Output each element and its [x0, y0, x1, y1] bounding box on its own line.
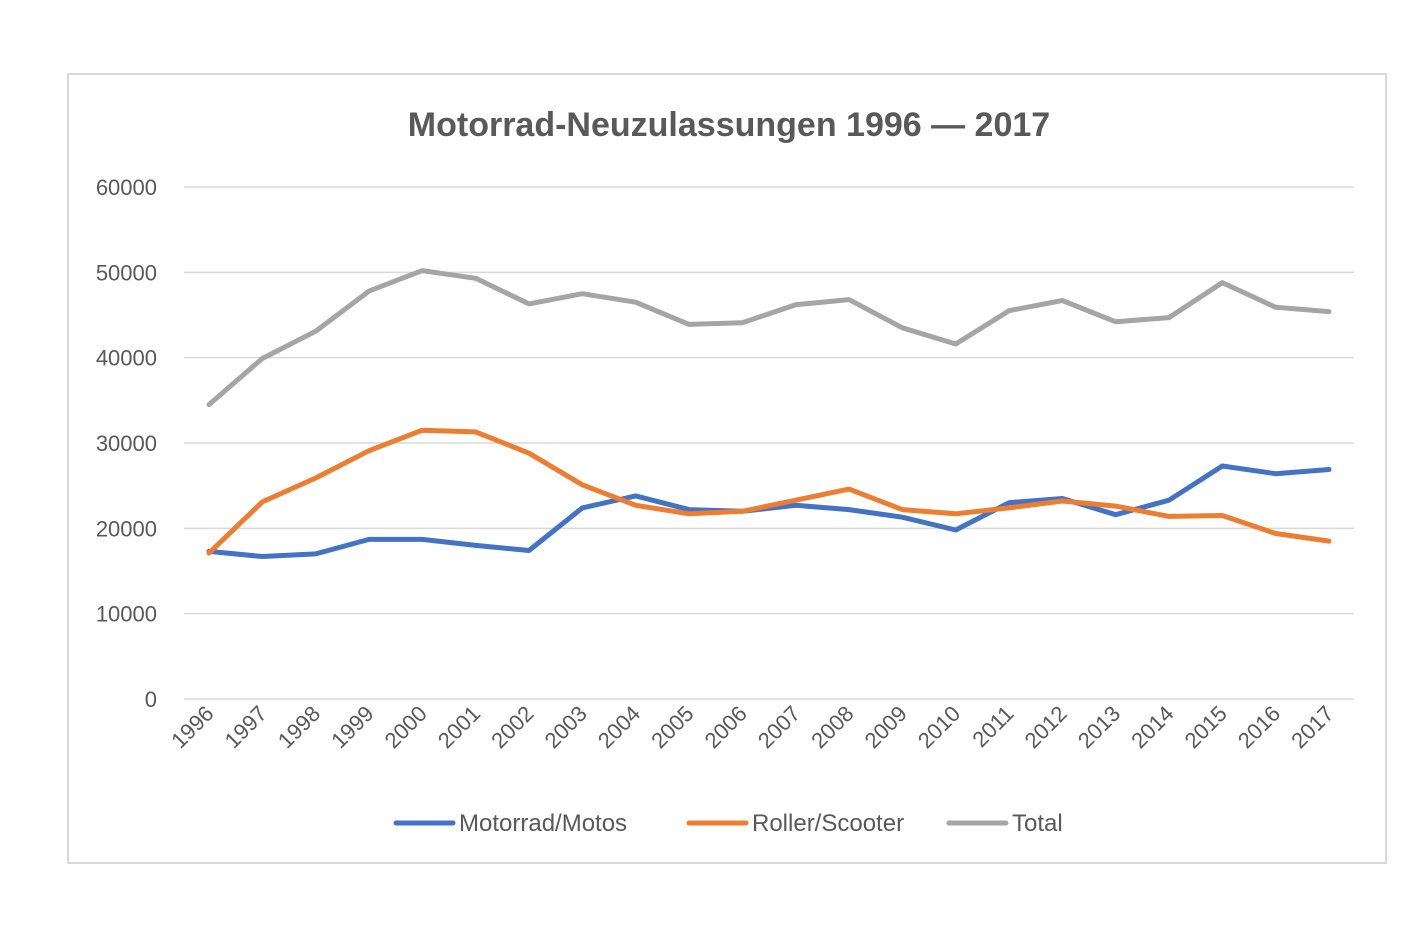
series-line-roller-scooter	[206, 427, 1332, 556]
y-tick-label: 50000	[96, 260, 157, 285]
y-tick-label: 40000	[96, 346, 157, 371]
x-tick-label: 2005	[646, 701, 698, 753]
gridlines	[184, 186, 1354, 700]
x-tick-label: 1996	[166, 701, 218, 753]
series-line-total	[206, 268, 1332, 408]
line-chart: Motorrad-Neuzulassungen 1996 — 2017 0 100…	[96, 106, 1354, 837]
x-tick-label: 2015	[1180, 701, 1232, 753]
x-tick-label: 2007	[753, 701, 805, 753]
x-tick-label: 1999	[326, 701, 378, 753]
x-tick-label: 2000	[380, 701, 432, 753]
x-tick-label: 2001	[433, 701, 485, 753]
y-axis-tick-labels: 0 10000 20000 30000 40000 50000 60000	[96, 175, 157, 712]
y-tick-label: 0	[145, 687, 157, 712]
legend-label: Total	[1012, 810, 1063, 837]
x-tick-label: 2002	[486, 701, 538, 753]
legend: Motorrad/Motos Roller/Scooter Total	[393, 810, 1063, 837]
y-tick-label: 30000	[96, 431, 157, 456]
x-tick-label: 1997	[220, 701, 272, 753]
x-tick-label: 2004	[593, 701, 645, 753]
x-tick-label: 2014	[1126, 701, 1178, 753]
x-tick-label: 2012	[1020, 701, 1072, 753]
chart-frame: Motorrad-Neuzulassungen 1996 — 2017 0 100…	[67, 73, 1387, 864]
y-tick-label: 20000	[96, 516, 157, 541]
y-tick-label: 10000	[96, 602, 157, 627]
y-tick-label: 60000	[96, 175, 157, 200]
x-tick-label: 2017	[1286, 701, 1338, 753]
x-tick-label: 2009	[860, 701, 912, 753]
legend-label: Roller/Scooter	[752, 810, 904, 837]
x-tick-label: 2011	[967, 701, 1018, 752]
x-tick-label: 1998	[273, 701, 325, 753]
x-tick-label: 2010	[913, 701, 965, 753]
chart-title: Motorrad-Neuzulassungen 1996 — 2017	[408, 106, 1050, 144]
x-tick-label: 2016	[1233, 701, 1285, 753]
x-axis-tick-labels: 1996 1997 1998 1999 2000 2001 2002 2003 2004 2005…	[166, 701, 1338, 753]
x-tick-label: 2003	[540, 701, 592, 753]
x-tick-label: 2013	[1073, 701, 1125, 753]
series-line-motorrad-motos	[206, 463, 1332, 559]
x-tick-label: 2006	[700, 701, 752, 753]
legend-label: Motorrad/Motos	[459, 810, 627, 837]
series-lines	[206, 268, 1332, 559]
x-tick-label: 2008	[806, 701, 858, 753]
